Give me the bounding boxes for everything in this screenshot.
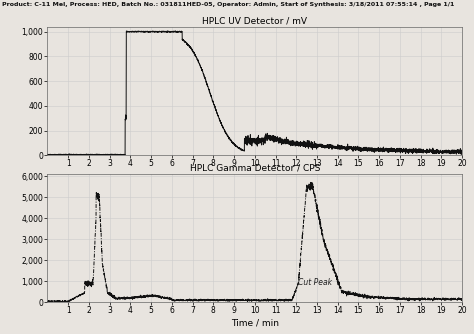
Text: Product: C-11 Mel, Process: HED, Batch No.: 031811HED-05, Operator: Admin, Start: Product: C-11 Mel, Process: HED, Batch N… bbox=[2, 2, 455, 7]
Title: HPLC UV Detector / mV: HPLC UV Detector / mV bbox=[202, 17, 307, 26]
Title: HPLC Gamma Detector / CPS: HPLC Gamma Detector / CPS bbox=[190, 164, 320, 173]
X-axis label: Time / min: Time / min bbox=[231, 318, 279, 327]
Text: Cut Peak: Cut Peak bbox=[298, 278, 332, 287]
